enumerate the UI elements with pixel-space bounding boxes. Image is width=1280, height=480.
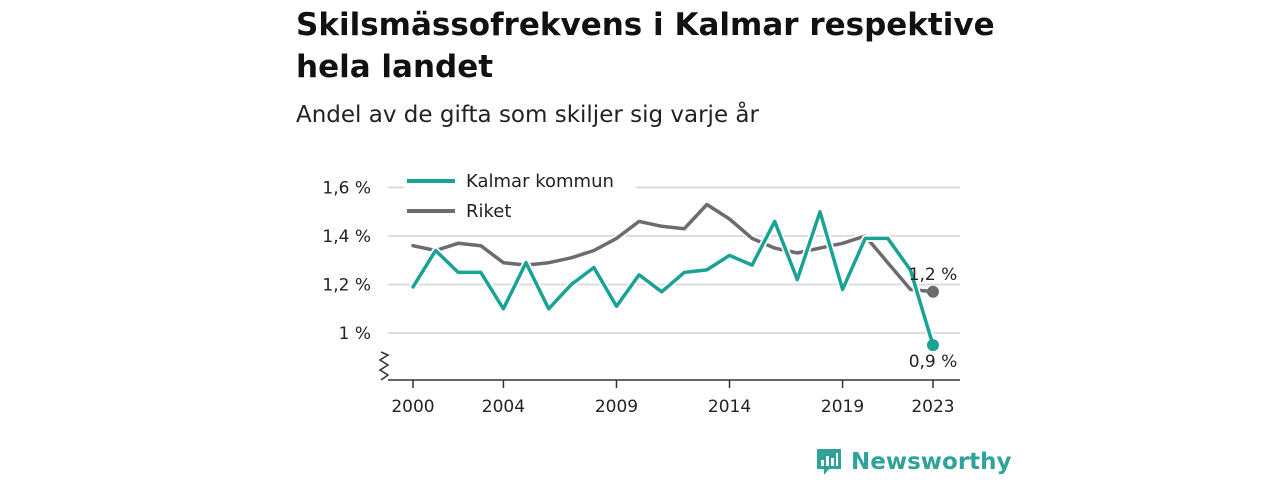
series-lines: [410, 201, 939, 352]
axis-break-icon: [378, 351, 390, 381]
x-tick-label: 2009: [595, 397, 638, 417]
brand-name: Newsworthy: [851, 449, 1012, 475]
x-axis-ticks: 2000 2004 2009 2014 2019 2023: [391, 380, 955, 417]
x-tick-label: 2004: [482, 397, 525, 417]
chart-title: Skilsmässofrekvens i Kalmar respektive h…: [296, 7, 995, 85]
series-line-kalmar: [411, 210, 935, 347]
y-tick-label: 1,4 %: [322, 227, 371, 247]
x-tick-label: 2000: [391, 397, 434, 417]
series-end-point: [927, 285, 939, 298]
brand-logo: Newsworthy: [815, 447, 1012, 477]
series-end-label: 1,2 %: [909, 265, 958, 285]
x-tick-label: 2023: [911, 397, 954, 417]
y-tick-label: 1 %: [339, 324, 371, 344]
end-labels: 1,2 % 0,9 %: [909, 265, 958, 372]
legend-label: Riket: [466, 201, 511, 222]
x-tick-label: 2019: [821, 397, 864, 417]
chart-subtitle: Andel av de gifta som skiljer sig varje …: [296, 102, 759, 128]
series-line-riket: [411, 202, 935, 294]
y-tick-label: 1,6 %: [322, 179, 371, 199]
newsworthy-logo-icon: [817, 449, 841, 475]
series-line-halo: [410, 208, 937, 347]
legend-label: Kalmar kommun: [466, 171, 614, 192]
y-axis-ticks: 1 % 1,2 % 1,4 % 1,6 %: [322, 179, 390, 381]
series-end-label: 0,9 %: [909, 352, 958, 372]
series-end-point: [927, 339, 939, 352]
x-tick-label: 2014: [708, 397, 751, 417]
y-tick-label: 1,2 %: [322, 276, 371, 296]
legend: Kalmar kommun Riket: [404, 170, 636, 224]
